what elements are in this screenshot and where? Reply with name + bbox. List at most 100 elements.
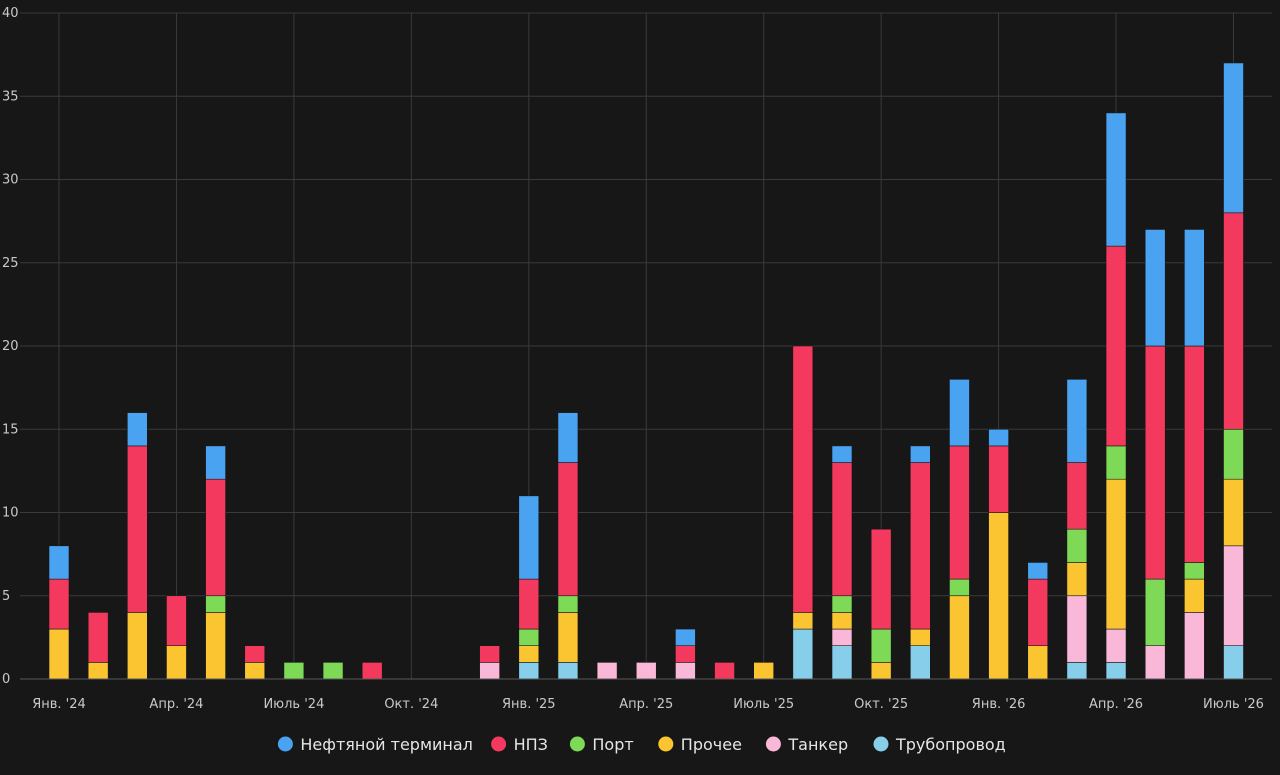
bar-segment: 2024-02 — НПЗ: 3 [87, 612, 109, 663]
x-tick-label: Апр. '26 [1089, 697, 1143, 712]
bar-segment: 2024-01 — НПЗ: 3 [48, 578, 70, 630]
bar-segment: 2026-05 — НПЗ: 14 [1144, 345, 1166, 580]
y-tick-label: 0 [2, 672, 10, 687]
bar-segment: 2024-05 — Прочее: 4 [205, 612, 226, 680]
x-tick-label: Янв. '26 [972, 697, 1026, 712]
legend-marker [277, 736, 293, 752]
bar-segment: 2026-02 — НПЗ: 4 [1027, 578, 1049, 646]
bar-segment: 2026-05 — Нефтяной терминал: 7 [1144, 229, 1166, 347]
bar-segment: 2024-04 — Прочее: 2 [166, 645, 187, 680]
bar-segment: 2024-05 — НПЗ: 7 [205, 478, 226, 597]
legend: Нефтяной терминал НПЗ Порт Прочее Танкер Труб… [277, 735, 1006, 754]
y-tick-label: 35 [2, 89, 19, 104]
bar-segment: 2026-01 — Прочее: 10 [988, 512, 1009, 680]
legend-marker [569, 736, 585, 752]
bar-segment: 2024-01 — Нефтяной терминал: 2 [48, 545, 70, 580]
x-tick-label: Янв. '24 [32, 697, 86, 712]
y-tick-label: 40 [2, 6, 19, 21]
bar-segment: 2026-04 — НПЗ: 12 [1105, 245, 1127, 447]
x-tick-label: Янв. '25 [502, 697, 556, 712]
bar-segment: 2024-07 — Порт: 1 [283, 662, 305, 680]
bar-segment: 2024-03 — Прочее: 4 [127, 612, 148, 680]
legend-marker [873, 736, 889, 752]
bar-segment: 2024-08 — Порт: 1 [322, 662, 344, 680]
x-tick-label: Июль '25 [733, 697, 794, 712]
bar-segment: 2026-07 — Прочее: 4 [1223, 478, 1244, 547]
bar-segment: 2026-03 — Танкер: 4 [1066, 595, 1088, 663]
bar-segment: 2024-05 — Нефтяной терминал: 2 [205, 445, 226, 480]
x-axis: Янв. '24 Апр. '24 Июль '24 Окт. '24 Янв. '25… [20, 678, 1272, 712]
legend-label: Порт [592, 735, 633, 754]
x-tick-label: Окт. '25 [854, 697, 908, 712]
x-tick-label: Апр. '24 [149, 697, 203, 712]
x-tick-label: Июль '24 [263, 697, 324, 712]
bar-segment: 2026-06 — Танкер: 4 [1184, 612, 1205, 680]
bar-segment: 2026-02 — Прочее: 2 [1027, 645, 1049, 680]
y-axis: 0 5 10 15 20 25 30 35 40 [2, 6, 19, 687]
legend-marker [765, 736, 781, 752]
bar-segment: 2024-03 — Нефтяной терминал: 2 [127, 412, 148, 447]
x-tick-label: Окт. '24 [384, 697, 438, 712]
y-tick-label: 10 [2, 506, 19, 521]
y-tick-label: 25 [2, 256, 19, 271]
bars-layer: 2024-01 — Прочее: 32024-01 — НПЗ: 32024-… [48, 62, 1244, 680]
bar-segment: 2026-02 — Нефтяной терминал: 1 [1027, 562, 1049, 580]
legend-label: Нефтяной терминал [300, 735, 473, 754]
x-tick-label: Апр. '25 [619, 697, 673, 712]
bar-segment: 2024-12 — Танкер: 1 [479, 662, 500, 680]
bar-segment: 2026-04 — Трубопровод: 1 [1105, 662, 1127, 680]
bar-segment: 2026-07 — Танкер: 6 [1223, 545, 1244, 646]
bar-segment: 2026-03 — Порт: 2 [1066, 528, 1088, 563]
bar-segment: 2026-01 — Нефтяной терминал: 1 [988, 428, 1009, 447]
legend-marker [491, 736, 507, 752]
bar-segment: 2026-04 — Порт: 2 [1105, 445, 1127, 480]
bar-segment: 2026-06 — Нефтяной терминал: 7 [1184, 229, 1205, 347]
bar-segment: 2024-03 — НПЗ: 10 [127, 445, 148, 613]
bar-segment: 2026-07 — Порт: 3 [1223, 428, 1244, 480]
bar-segment: 2024-02 — Прочее: 1 [87, 662, 109, 680]
x-tick-label: Июль '26 [1203, 697, 1264, 712]
bar-segment: 2026-03 — Трубопровод: 1 [1066, 662, 1088, 680]
legend-marker [658, 736, 674, 752]
legend-label: Танкер [787, 735, 848, 754]
bar-segment: 2026-07 — НПЗ: 13 [1223, 212, 1244, 430]
bar-segment: 2026-01 — НПЗ: 4 [988, 445, 1009, 513]
bar-segment: 2026-03 — НПЗ: 4 [1066, 462, 1088, 530]
bar-segment: 2024-04 — НПЗ: 3 [166, 595, 187, 647]
bar-segment: 2026-07 — Нефтяной терминал: 9 [1223, 62, 1244, 214]
bar-segment: 2026-04 — Прочее: 9 [1105, 478, 1127, 630]
bar-segment: 2026-04 — Нефтяной терминал: 8 [1105, 112, 1127, 247]
bar-segment: 2024-06 — НПЗ: 1 [244, 645, 266, 663]
bar-segment: 2024-01 — Прочее: 3 [48, 628, 70, 680]
y-tick-label: 20 [2, 339, 19, 354]
bar-segment: 2026-07 — Трубопровод: 2 [1223, 645, 1244, 680]
